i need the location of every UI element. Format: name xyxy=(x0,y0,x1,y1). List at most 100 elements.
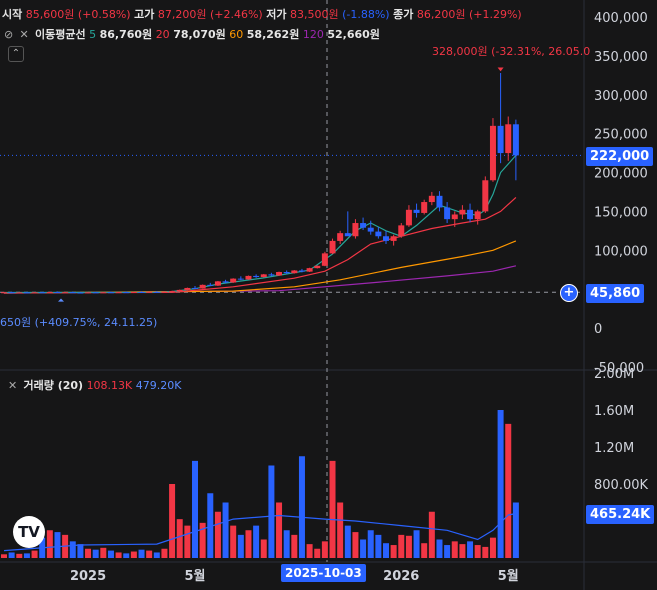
candle-body xyxy=(31,292,38,294)
price-tick-label: 400,000 xyxy=(594,11,648,26)
candle-body xyxy=(184,287,191,290)
current-price-badge: 222,000 xyxy=(586,147,654,166)
candle-body xyxy=(489,125,496,181)
volume-bar xyxy=(69,541,76,558)
candle-body xyxy=(306,268,313,272)
volume-bar xyxy=(161,548,168,558)
candle-body xyxy=(344,233,351,237)
candle-body xyxy=(130,292,137,294)
candle-body xyxy=(107,292,114,294)
candle-body xyxy=(390,236,397,241)
volume-bar xyxy=(31,550,38,558)
time-tick-label: 5월 xyxy=(184,568,205,584)
candle-body xyxy=(413,209,420,213)
volume-bar xyxy=(46,530,53,558)
volume-bar xyxy=(184,525,191,558)
close-value: 86,200원 xyxy=(416,8,466,21)
time-tick-label: 2025 xyxy=(70,569,106,584)
volume-tick-label: 800.00K xyxy=(594,478,648,493)
volume-bar xyxy=(459,544,466,558)
ma120-period: 120 xyxy=(302,28,324,41)
price-tick-label: 150,000 xyxy=(594,205,648,220)
ma120-value: 52,660원 xyxy=(327,28,380,41)
high-label: 고가 xyxy=(134,8,155,21)
candle-body xyxy=(237,278,244,280)
low-label: 저가 xyxy=(266,8,287,21)
candle-body xyxy=(161,291,168,293)
volume-legend: ✕ 거래량 (20) 108.13K 479.20K xyxy=(8,377,181,393)
volume-bar xyxy=(298,456,305,558)
volume-bar xyxy=(512,502,519,558)
open-label: 시작 xyxy=(2,8,23,21)
volume-bar xyxy=(222,502,229,558)
volume-bar xyxy=(16,553,23,558)
eye-icon[interactable]: ⊘ xyxy=(4,28,14,41)
volume-bar xyxy=(54,532,61,558)
volume-bar xyxy=(352,532,359,558)
ma20-line xyxy=(3,196,517,294)
volume-bar xyxy=(337,502,344,558)
candle-body xyxy=(291,270,298,274)
candle-body xyxy=(8,292,15,294)
volume-bar xyxy=(474,545,481,558)
plus-circle-icon[interactable]: + xyxy=(560,284,578,302)
volume-bar xyxy=(451,541,458,558)
open-change: (+0.58%) xyxy=(77,8,131,21)
volume-bar xyxy=(192,460,198,558)
candle-body xyxy=(176,289,183,292)
candle-body xyxy=(207,284,214,286)
volume-bar xyxy=(505,423,512,558)
close-icon[interactable]: ✕ xyxy=(19,28,29,41)
volume-bar xyxy=(100,547,107,558)
volume-bar xyxy=(436,539,443,558)
volume-bar xyxy=(214,511,221,558)
candle-body xyxy=(253,275,260,278)
volume-bar xyxy=(199,522,206,558)
candle-body xyxy=(1,292,7,294)
ma5-period: 5 xyxy=(89,28,97,41)
volume-bar xyxy=(360,539,367,558)
low-annotation: 650원 (+409.75%, 24.11.25) xyxy=(0,316,158,329)
volume-bar xyxy=(344,525,351,558)
volume-bar xyxy=(367,530,374,558)
candle-body xyxy=(46,292,53,294)
candle-body xyxy=(62,292,69,294)
candle-body xyxy=(146,291,153,293)
volume-tick-label: 2.00M xyxy=(594,367,634,382)
ma5-line xyxy=(3,154,517,294)
volume-bar xyxy=(146,550,153,558)
candle-body xyxy=(352,223,359,237)
volume-bar xyxy=(375,534,382,558)
collapse-icon[interactable]: ⌃ xyxy=(8,46,24,62)
candle-body xyxy=(77,292,84,294)
ma20-value: 78,070원 xyxy=(173,28,226,41)
candle-body xyxy=(92,292,99,294)
candle-body xyxy=(467,209,474,220)
candle-body xyxy=(123,292,130,294)
high-change: (+2.46%) xyxy=(209,8,263,21)
crosshair-date-badge: 2025-10-03 xyxy=(281,564,366,582)
candle-body xyxy=(367,227,374,232)
volume-bar xyxy=(92,549,99,558)
volume-bar xyxy=(390,545,397,558)
candle-body xyxy=(459,209,466,215)
candle-body xyxy=(474,211,481,220)
candle-body xyxy=(398,225,405,237)
candle-body xyxy=(260,274,267,278)
candle-body xyxy=(115,292,122,294)
candle-body xyxy=(329,240,336,254)
volume-bar xyxy=(444,545,451,558)
marker-price-value: 45,860 xyxy=(590,286,641,301)
volume-value-2: 479.20K xyxy=(135,379,182,392)
volume-bar xyxy=(77,544,84,558)
volume-bar xyxy=(245,530,252,558)
volume-tick-label: 1.20M xyxy=(594,441,634,456)
volume-bar xyxy=(329,460,336,558)
ohlc-legend: 시작 85,600원 (+0.58%) 고가 87,200원 (+2.46%) … xyxy=(2,6,522,22)
volume-label: 거래량 (20) xyxy=(23,379,84,392)
close-icon[interactable]: ✕ xyxy=(8,379,18,392)
candle-body xyxy=(54,292,61,294)
time-tick-label: 2026 xyxy=(383,569,419,584)
